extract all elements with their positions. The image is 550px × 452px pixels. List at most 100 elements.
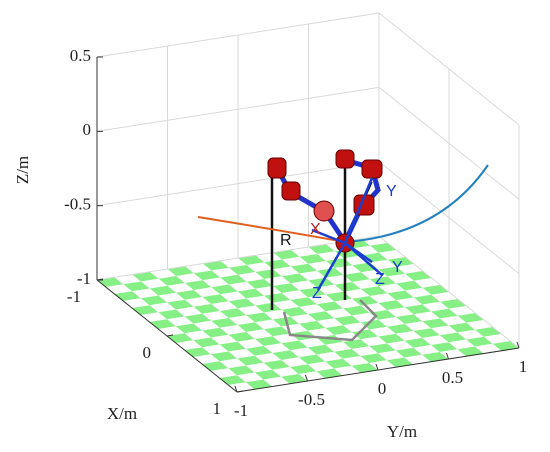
floor-tile <box>237 339 264 349</box>
floor-tile <box>290 297 317 307</box>
floor-tile <box>211 284 238 295</box>
floor-tile <box>475 327 502 337</box>
x-tick-label: -1 <box>67 287 81 306</box>
floor-tile <box>185 263 212 274</box>
floor-tile <box>140 295 168 306</box>
floor-tile <box>246 312 273 323</box>
floor-tile <box>219 341 247 352</box>
floor-tile <box>378 350 405 361</box>
floor-tile <box>299 304 326 314</box>
floor-tile <box>457 329 484 340</box>
floor-tile <box>378 266 406 277</box>
floor-tile <box>325 308 352 319</box>
floor-tile <box>220 291 247 302</box>
floor-tile <box>246 279 273 289</box>
floor-tile <box>308 294 335 305</box>
floor-tile <box>237 372 264 383</box>
floor-tile <box>334 365 361 376</box>
floor-tile <box>396 264 423 274</box>
floor-tile <box>193 270 221 281</box>
floor-tile <box>466 336 493 347</box>
floor-tile <box>167 316 194 327</box>
robot: Y X R Z Z Y <box>197 149 489 342</box>
floor-tile <box>158 292 185 303</box>
floor-tile <box>237 322 264 332</box>
floor-tile <box>351 363 378 373</box>
floor-tile <box>369 276 397 287</box>
floor-tile <box>158 276 185 286</box>
floor-tile <box>378 300 405 310</box>
tick-mark <box>446 352 449 360</box>
floor-tile <box>422 352 449 362</box>
floor-tile <box>263 326 291 337</box>
floor-tile <box>282 256 309 267</box>
y-tick-label: -0.5 <box>298 390 325 409</box>
trajectory <box>197 216 346 243</box>
floor-tile <box>404 338 431 348</box>
floor-tile <box>413 278 441 288</box>
floor-tile <box>413 328 440 338</box>
tick-mark <box>375 363 379 371</box>
floor-tile <box>149 302 176 313</box>
floor-tile <box>228 332 255 342</box>
floor-tile <box>158 309 185 320</box>
floor-tile <box>316 301 344 312</box>
floor-tile <box>219 325 247 335</box>
floor-tile <box>193 354 220 364</box>
z-tick-label: -0.5 <box>64 195 91 214</box>
floor-tile <box>396 297 423 308</box>
floor-tile <box>132 305 159 315</box>
floor-tile <box>370 259 397 270</box>
floor-tile <box>228 382 255 392</box>
floor-tile <box>431 308 458 319</box>
floor-tile <box>176 290 203 300</box>
x-axis-label: X/m <box>107 404 137 423</box>
floor-tile <box>167 299 194 310</box>
floor-tile <box>307 361 334 372</box>
floor-tile <box>343 339 370 349</box>
floor-tile <box>149 269 177 279</box>
floor-tile <box>114 274 141 285</box>
floor-tile <box>210 351 238 362</box>
tick-mark <box>236 390 244 393</box>
floor-tile <box>149 319 176 329</box>
floor-tile <box>343 272 370 282</box>
annotation: Y <box>392 259 403 276</box>
floor-tile <box>343 305 370 316</box>
z-axis-label: Z/m <box>13 156 32 184</box>
floor-tile <box>492 341 519 351</box>
tick-mark <box>166 334 174 337</box>
floor-tile <box>299 337 326 348</box>
floor-tile <box>281 340 308 351</box>
floor-tile <box>316 368 343 379</box>
floor-tile <box>211 301 238 311</box>
floor-tile <box>184 297 212 307</box>
floor-tile <box>281 307 308 317</box>
floor-tile <box>325 325 352 335</box>
floor-tile <box>405 287 432 298</box>
floor-tile <box>176 273 203 283</box>
floor-tile <box>202 311 229 321</box>
floor-tile <box>422 301 449 312</box>
floor-tile <box>220 258 247 268</box>
floor-tile <box>202 361 229 371</box>
floor-tile <box>246 362 273 373</box>
y-axis-label: Y/m <box>387 422 417 441</box>
floor-tile <box>210 368 238 378</box>
floor-tile <box>378 250 406 260</box>
floor-tile <box>263 360 290 370</box>
floor-tile <box>387 290 414 301</box>
floor-tile <box>272 367 299 377</box>
floor-tile <box>263 343 291 353</box>
floor-tile <box>457 346 484 357</box>
floor-tile <box>97 277 124 287</box>
floor-tile <box>317 268 344 278</box>
floor-tile <box>193 337 220 348</box>
floor-tile <box>132 288 159 299</box>
tick-mark <box>234 385 238 393</box>
floor-tile <box>361 269 388 280</box>
floor-tile <box>167 283 194 293</box>
floor-tile <box>193 320 220 331</box>
floor-tile <box>457 313 484 323</box>
